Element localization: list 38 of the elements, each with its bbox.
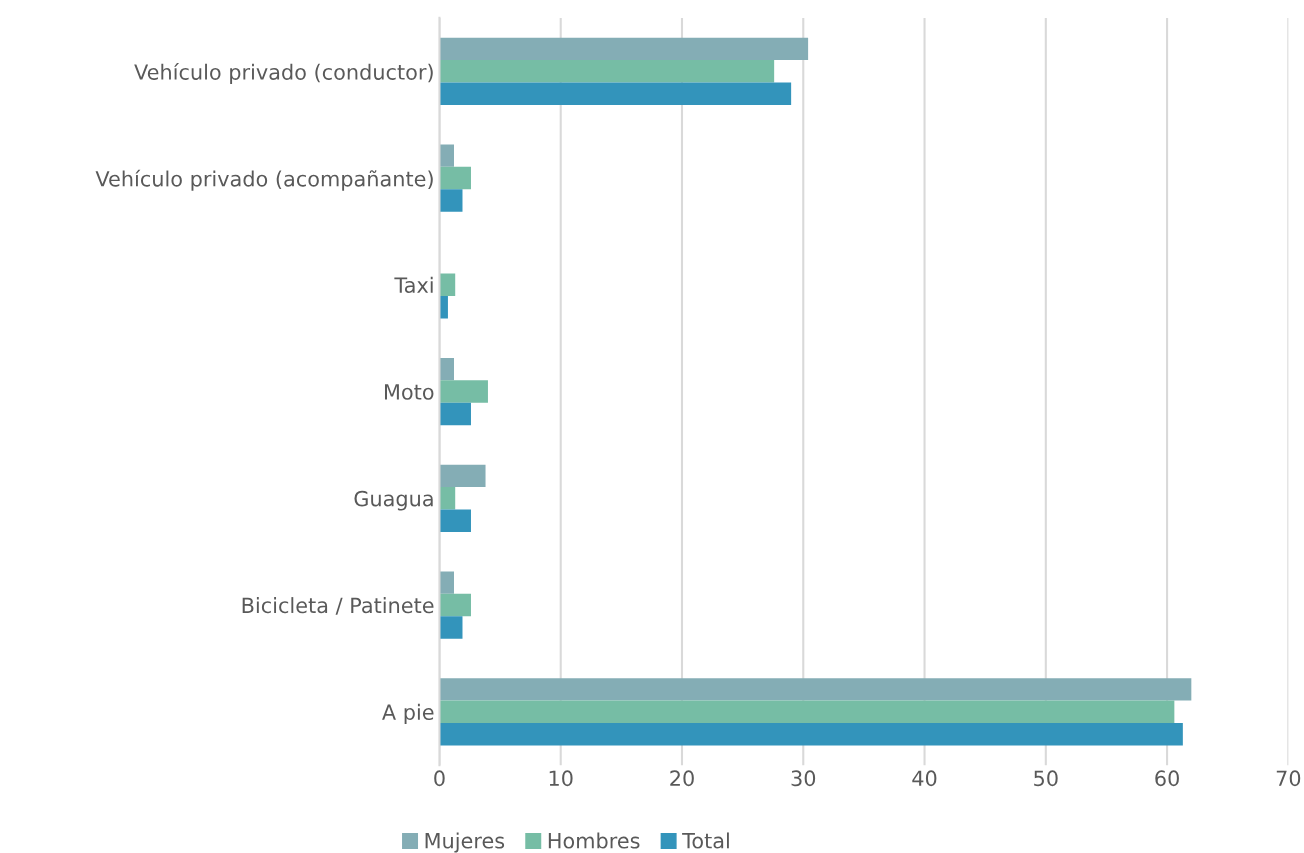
bar [439, 509, 471, 532]
legend-label: Mujeres [425, 832, 505, 853]
bar [439, 722, 1183, 746]
x-tick-label: 20 [670, 770, 694, 787]
y-tick-label: Vehículo privado (acompañante) [95, 169, 433, 191]
bar [439, 593, 471, 617]
bar [439, 464, 486, 488]
bar [439, 166, 471, 190]
x-tick-label: 50 [1034, 770, 1058, 787]
bar [439, 678, 1192, 701]
x-tick-label: 40 [912, 770, 937, 787]
bar [439, 380, 488, 403]
y-tick-label: Guagua [354, 490, 433, 511]
bar [439, 189, 463, 212]
bar [439, 144, 454, 167]
y-tick-label: A pie [382, 703, 434, 725]
bar [439, 487, 456, 510]
bar [439, 571, 454, 594]
bar [439, 402, 471, 426]
bar [439, 273, 456, 296]
legend-label: Total [682, 832, 729, 849]
x-tick-label: 0 [434, 770, 445, 787]
bar [439, 60, 775, 83]
x-tick-label: 60 [1155, 770, 1179, 787]
y-tick-label: Moto [384, 384, 434, 400]
bar [439, 700, 1175, 723]
y-tick-label: Taxi [394, 276, 433, 293]
bar [439, 616, 463, 639]
x-tick-label: 10 [549, 770, 573, 787]
bar [439, 295, 448, 319]
bar [439, 357, 454, 381]
bar [439, 82, 792, 105]
legend-label: Hombres [548, 832, 640, 849]
y-tick-label: Vehículo privado (conductor) [134, 62, 433, 84]
x-tick-label: 30 [791, 770, 816, 787]
x-tick-label: 70 [1276, 770, 1301, 787]
bar [439, 37, 809, 61]
y-tick-label: Bicicleta / Patinete [242, 597, 434, 615]
